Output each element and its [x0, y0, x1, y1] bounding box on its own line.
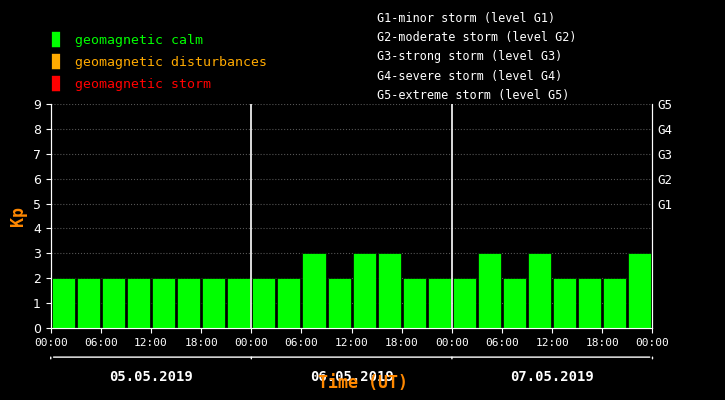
Bar — [378, 253, 401, 328]
Bar — [403, 278, 426, 328]
Text: G4-severe storm (level G4): G4-severe storm (level G4) — [377, 70, 563, 83]
Bar — [579, 278, 601, 328]
Text: █  geomagnetic disturbances: █ geomagnetic disturbances — [51, 54, 267, 70]
Bar — [77, 278, 100, 328]
Bar — [428, 278, 451, 328]
Text: 05.05.2019: 05.05.2019 — [109, 370, 193, 384]
Text: █  geomagnetic calm: █ geomagnetic calm — [51, 32, 203, 48]
Bar — [352, 253, 376, 328]
Bar — [629, 253, 652, 328]
Text: G5-extreme storm (level G5): G5-extreme storm (level G5) — [377, 89, 569, 102]
Bar — [51, 278, 75, 328]
Text: 07.05.2019: 07.05.2019 — [510, 370, 594, 384]
Bar — [478, 253, 501, 328]
Y-axis label: Kp: Kp — [9, 206, 28, 226]
Text: █  geomagnetic storm: █ geomagnetic storm — [51, 76, 211, 92]
Bar — [227, 278, 250, 328]
Bar — [328, 278, 351, 328]
Bar — [278, 278, 300, 328]
Bar — [603, 278, 626, 328]
Bar — [127, 278, 150, 328]
Text: Time (UT): Time (UT) — [318, 374, 407, 392]
Bar — [553, 278, 576, 328]
Bar — [453, 278, 476, 328]
Bar — [102, 278, 125, 328]
Bar — [152, 278, 175, 328]
Text: 06.05.2019: 06.05.2019 — [310, 370, 394, 384]
Text: G2-moderate storm (level G2): G2-moderate storm (level G2) — [377, 31, 576, 44]
Bar — [503, 278, 526, 328]
Text: G3-strong storm (level G3): G3-strong storm (level G3) — [377, 50, 563, 63]
Bar — [252, 278, 276, 328]
Bar — [302, 253, 326, 328]
Bar — [177, 278, 200, 328]
Text: G1-minor storm (level G1): G1-minor storm (level G1) — [377, 12, 555, 25]
Bar — [202, 278, 225, 328]
Bar — [528, 253, 551, 328]
